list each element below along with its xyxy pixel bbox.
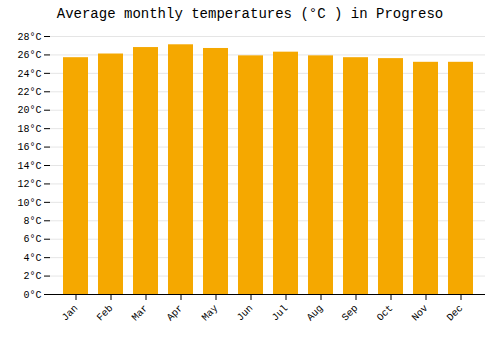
- svg-text:May: May: [200, 303, 221, 324]
- svg-text:Feb: Feb: [95, 303, 116, 324]
- svg-text:26°C: 26°C: [17, 50, 41, 61]
- svg-text:Mar: Mar: [130, 303, 151, 324]
- svg-text:Dec: Dec: [445, 303, 466, 324]
- svg-text:22°C: 22°C: [17, 87, 41, 98]
- svg-text:Aug: Aug: [305, 303, 326, 324]
- svg-text:2°C: 2°C: [23, 271, 41, 282]
- svg-text:Sep: Sep: [340, 303, 361, 324]
- svg-text:4°C: 4°C: [23, 253, 41, 264]
- svg-text:Apr: Apr: [165, 303, 186, 324]
- svg-text:Nov: Nov: [410, 303, 431, 324]
- svg-text:20°C: 20°C: [17, 105, 41, 116]
- svg-text:24°C: 24°C: [17, 69, 41, 80]
- svg-text:Jan: Jan: [60, 303, 81, 324]
- svg-text:0°C: 0°C: [23, 290, 41, 301]
- svg-text:18°C: 18°C: [17, 124, 41, 135]
- svg-text:Jun: Jun: [235, 303, 256, 324]
- svg-text:Jul: Jul: [270, 303, 291, 324]
- html-text:Average monthly temperatures (: Average monthly temperatures (°C ) in Pr…: [56, 6, 444, 22]
- svg-text:14°C: 14°C: [17, 161, 41, 172]
- svg-text:12°C: 12°C: [17, 179, 41, 190]
- svg-text:28°C: 28°C: [17, 32, 41, 43]
- svg-text:6°C: 6°C: [23, 234, 41, 245]
- svg-text:16°C: 16°C: [17, 142, 41, 153]
- svg-text:10°C: 10°C: [17, 198, 41, 209]
- svg-text:8°C: 8°C: [23, 216, 41, 227]
- svg-text:Oct: Oct: [375, 303, 396, 324]
